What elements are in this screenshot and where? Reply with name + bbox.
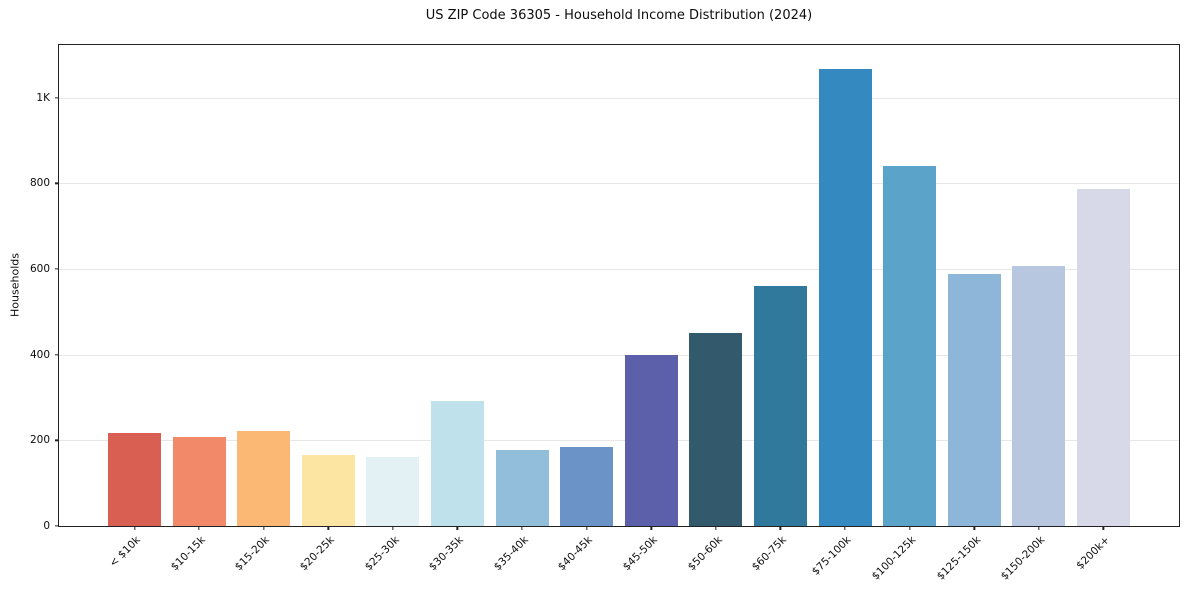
bar-slot: $60-75k (750, 45, 807, 573)
bar (495, 450, 549, 526)
gridline (59, 269, 1179, 270)
bar-slot: $15-20k (233, 45, 291, 573)
bar-slot: $75-100k (810, 45, 872, 578)
bar (624, 354, 678, 526)
x-tick-label: $75-100k (809, 534, 854, 578)
bar (301, 455, 355, 526)
bar-slot: < $10k (107, 45, 161, 570)
y-tick-mark (55, 354, 59, 356)
x-tick-mark (650, 526, 652, 530)
y-tick-mark (55, 268, 59, 270)
gridline (59, 440, 1179, 442)
y-tick-label: 1K (36, 91, 50, 104)
x-tick-mark (908, 526, 911, 530)
y-axis-label: Households (8, 253, 22, 317)
bar (237, 431, 291, 526)
bar (818, 69, 872, 526)
x-tick-label: $30-35k (426, 534, 466, 574)
x-tick-mark (779, 526, 782, 530)
bar-slot: $10-15k (168, 45, 226, 573)
x-tick-label: $40-45k (556, 534, 596, 574)
x-tick-label: $45-50k (620, 534, 660, 574)
x-tick-mark (521, 526, 523, 530)
x-tick-mark (715, 526, 717, 530)
bar-slot: $45-50k (621, 45, 678, 573)
chart-title: US ZIP Code 36305 - Household Income Dis… (425, 8, 813, 23)
bars-container: < $10k $10-15k $15-20k $20-25k $25-30k $30-35… (59, 45, 1179, 583)
y-tick-mark (55, 439, 59, 441)
bar (689, 333, 743, 526)
x-tick-label: $20-25k (297, 534, 337, 574)
gridline (59, 354, 1179, 356)
bar-slot: $30-35k (427, 45, 484, 573)
bar (1012, 266, 1066, 526)
y-tick-mark (55, 525, 59, 527)
x-tick-mark (327, 526, 329, 530)
x-tick-mark (133, 526, 136, 530)
x-tick-mark (586, 526, 588, 530)
bar (172, 436, 226, 526)
y-tick-label: 0 (43, 520, 50, 532)
bar (883, 165, 937, 526)
bar-slot: $150-200k (999, 45, 1066, 583)
x-tick-label: $10-15k (168, 534, 208, 574)
gridline (59, 183, 1179, 185)
x-tick-mark (1038, 526, 1040, 530)
x-tick-label: $200k+ (1073, 534, 1112, 572)
y-tick-label: 200 (29, 434, 50, 447)
bar-slot: $35-40k (491, 45, 549, 573)
bar-slot: $40-45k (556, 45, 614, 573)
bar-slot: $25-30k (362, 45, 420, 573)
bar (947, 274, 1001, 526)
bar-slot: $20-25k (298, 45, 355, 573)
x-tick-label: < $10k (107, 534, 143, 570)
x-tick-mark (973, 526, 975, 530)
bar-slot: $200k+ (1074, 45, 1130, 572)
x-tick-label: $50-60k (685, 534, 725, 574)
gridline (59, 97, 1179, 99)
x-tick-mark (456, 526, 459, 530)
x-tick-mark (844, 526, 846, 530)
plot-area: < $10k $10-15k $15-20k $20-25k $25-30k $30-35… (30, 44, 1180, 583)
bar (1076, 188, 1130, 526)
x-tick-mark (1102, 526, 1105, 530)
y-tick-label: 400 (29, 348, 50, 361)
y-tick-mark (55, 182, 59, 184)
x-tick-label: $125-150k (934, 534, 983, 583)
y-tick-mark (55, 97, 59, 99)
x-tick-label: $150-200k (998, 534, 1048, 583)
bar (366, 457, 420, 526)
x-tick-mark (198, 526, 200, 530)
y-tick-label: 600 (29, 263, 50, 275)
x-tick-label: $35-40k (491, 534, 531, 574)
bar (560, 446, 614, 526)
x-tick-label: $15-20k (233, 534, 273, 574)
y-tick-label: 800 (29, 177, 50, 190)
bar (108, 432, 161, 526)
x-tick-label: $25-30k (362, 534, 402, 574)
x-tick-label: $60-75k (749, 534, 789, 574)
bar (753, 286, 807, 526)
bar-slot: $125-150k (934, 45, 1001, 583)
x-tick-label: $100-125k (869, 534, 919, 583)
x-tick-mark (392, 526, 394, 530)
x-tick-mark (263, 526, 265, 530)
bar-slot: $50-60k (685, 45, 743, 573)
bar (430, 401, 484, 526)
bar-slot: $100-125k (870, 45, 937, 583)
